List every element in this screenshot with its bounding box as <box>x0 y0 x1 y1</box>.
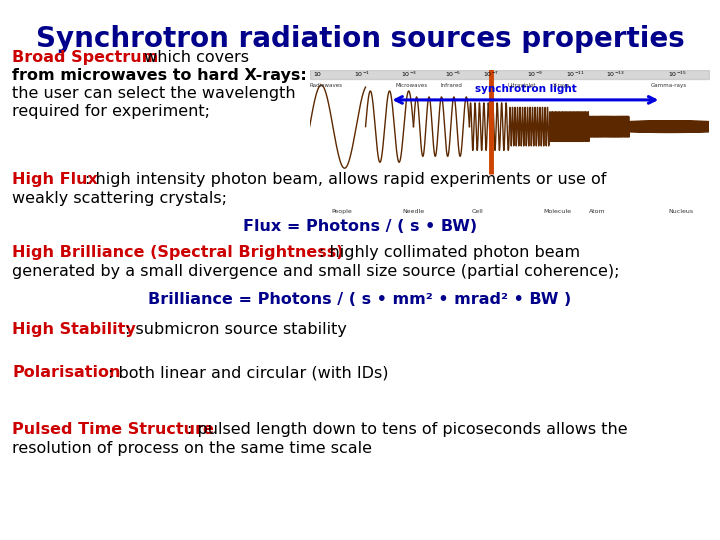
Text: 10$^{-11}$: 10$^{-11}$ <box>566 70 585 79</box>
Text: Synchrotron radiation sources properties: Synchrotron radiation sources properties <box>35 25 685 53</box>
Text: High Stability: High Stability <box>12 322 136 337</box>
Text: Flux = Photons / ( s • BW): Flux = Photons / ( s • BW) <box>243 219 477 234</box>
Text: Cell: Cell <box>472 209 483 214</box>
Text: 10$^{-1}$: 10$^{-1}$ <box>354 70 369 79</box>
Text: Infrared: Infrared <box>441 83 462 88</box>
Text: Needle: Needle <box>402 209 425 214</box>
Text: Microwaves: Microwaves <box>395 83 428 88</box>
Text: which covers: which covers <box>139 50 249 65</box>
Text: Gamma-rays: Gamma-rays <box>651 83 688 88</box>
Text: : pulsed length down to tens of picoseconds allows the: : pulsed length down to tens of picoseco… <box>187 422 628 437</box>
Text: 10$^{-7}$: 10$^{-7}$ <box>483 70 500 79</box>
Text: Broad Spectrum: Broad Spectrum <box>12 50 158 65</box>
Text: High Flux: High Flux <box>12 172 98 187</box>
Text: generated by a small divergence and small size source (partial coherence);: generated by a small divergence and smal… <box>12 264 619 279</box>
Text: : high intensity photon beam, allows rapid experiments or use of: : high intensity photon beam, allows rap… <box>85 172 606 187</box>
Text: People: People <box>331 209 352 214</box>
Text: : submicron source stability: : submicron source stability <box>125 322 347 337</box>
Text: : highly collimated photon beam: : highly collimated photon beam <box>319 245 580 260</box>
Text: resolution of process on the same time scale: resolution of process on the same time s… <box>12 441 372 456</box>
Text: 10$^{-5}$: 10$^{-5}$ <box>446 70 462 79</box>
Text: synchrotron light: synchrotron light <box>474 84 576 94</box>
Text: required for experiment;: required for experiment; <box>12 104 210 119</box>
Text: the user can select the wavelength: the user can select the wavelength <box>12 86 296 101</box>
Text: Atom: Atom <box>589 209 606 214</box>
Text: : both linear and circular (with IDs): : both linear and circular (with IDs) <box>108 365 389 380</box>
Text: Brilliance = Photons / ( s • mm² • mrad² • BW ): Brilliance = Photons / ( s • mm² • mrad²… <box>148 292 572 307</box>
Text: 10$^{-15}$: 10$^{-15}$ <box>667 70 687 79</box>
Text: High Brilliance (Spectral Brightness): High Brilliance (Spectral Brightness) <box>12 245 343 260</box>
Text: weakly scattering crystals;: weakly scattering crystals; <box>12 191 227 206</box>
Text: from microwaves to hard X-rays:: from microwaves to hard X-rays: <box>12 68 307 83</box>
Text: Nucleus: Nucleus <box>669 209 694 214</box>
Text: Pulsed Time Structure: Pulsed Time Structure <box>12 422 214 437</box>
Text: Molecule: Molecule <box>544 209 572 214</box>
Text: Radiowaves: Radiowaves <box>309 83 342 88</box>
Text: Polarisation: Polarisation <box>12 365 120 380</box>
Text: X-rays: X-rays <box>553 83 570 88</box>
Text: Ultraviolet: Ultraviolet <box>507 83 536 88</box>
Text: 10$^{-9}$: 10$^{-9}$ <box>527 70 544 79</box>
Text: 10: 10 <box>314 72 321 77</box>
Text: 10$^{-3}$: 10$^{-3}$ <box>402 70 418 79</box>
Text: 10$^{-13}$: 10$^{-13}$ <box>606 70 625 79</box>
